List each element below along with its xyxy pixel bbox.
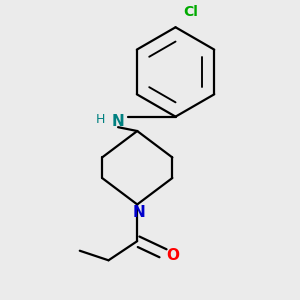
Text: Cl: Cl bbox=[184, 5, 198, 19]
Text: N: N bbox=[112, 114, 124, 129]
Text: H: H bbox=[96, 113, 105, 126]
Text: O: O bbox=[166, 248, 179, 263]
Text: N: N bbox=[133, 205, 145, 220]
